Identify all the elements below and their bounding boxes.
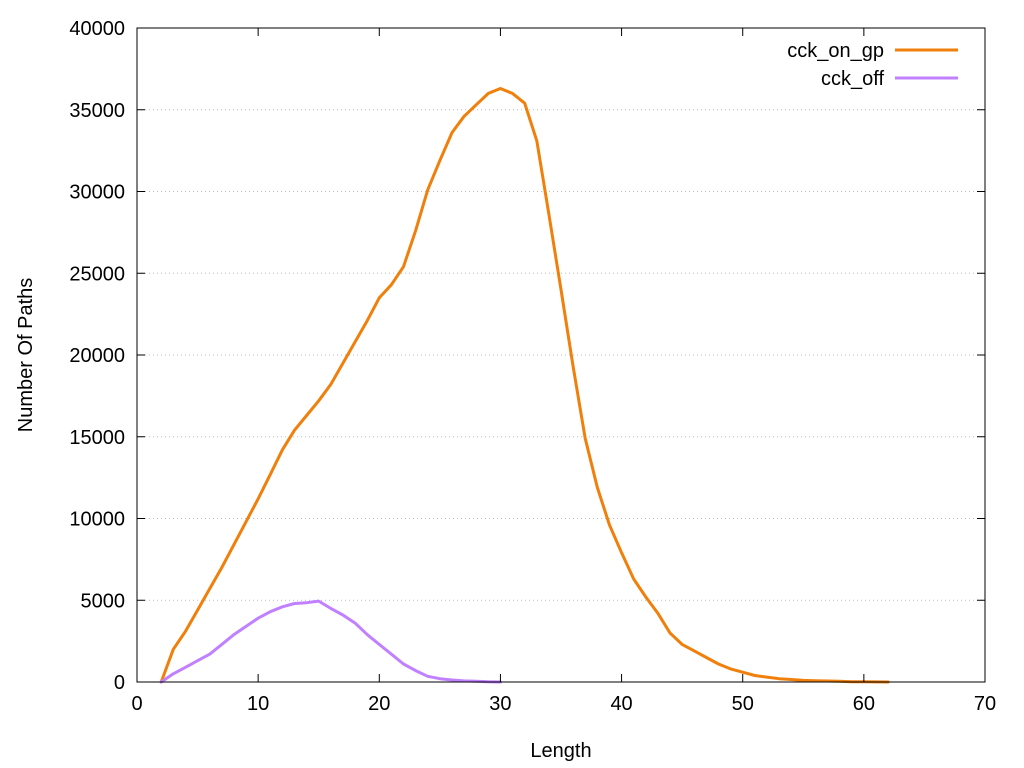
- x-tick-label: 70: [974, 693, 996, 715]
- y-tick-label: 35000: [69, 100, 125, 122]
- axis-ticks: [136, 27, 986, 683]
- y-tick-label: 30000: [69, 182, 125, 204]
- y-tick-label: 5000: [81, 590, 126, 612]
- y-tick-label: 0: [114, 672, 125, 694]
- x-tick-label: 60: [853, 693, 875, 715]
- series-lines: [159, 87, 890, 684]
- x-tick-label: 20: [368, 693, 390, 715]
- series-line-cck-off: [159, 599, 502, 684]
- y-tick-label: 15000: [69, 427, 125, 449]
- x-axis-label: Length: [530, 740, 591, 762]
- x-tick-label: 10: [247, 693, 269, 715]
- y-tick-label: 10000: [69, 509, 125, 531]
- legend-label: cck_off: [821, 68, 884, 90]
- y-tick-label: 25000: [69, 263, 125, 285]
- gridlines: [137, 109, 985, 601]
- y-tick-label: 40000: [69, 18, 125, 40]
- x-tick-label: 50: [732, 693, 754, 715]
- x-tick-label: 30: [489, 693, 511, 715]
- x-axis-tick-labels: 0 10 20 30 40 50 60 70: [131, 693, 996, 715]
- x-tick-label: 0: [131, 693, 142, 715]
- y-axis-label: Number Of Paths: [15, 278, 37, 433]
- x-tick-label: 40: [610, 693, 632, 715]
- legend-label: cck_on_gp: [787, 40, 884, 62]
- legend: cck_on_gp cck_off: [787, 40, 958, 90]
- y-tick-label: 20000: [69, 345, 125, 367]
- y-axis-tick-labels: 0 5000 10000 15000 20000 25000 30000 35000 40000: [69, 18, 125, 694]
- series-line-cck-on-gp: [159, 87, 890, 684]
